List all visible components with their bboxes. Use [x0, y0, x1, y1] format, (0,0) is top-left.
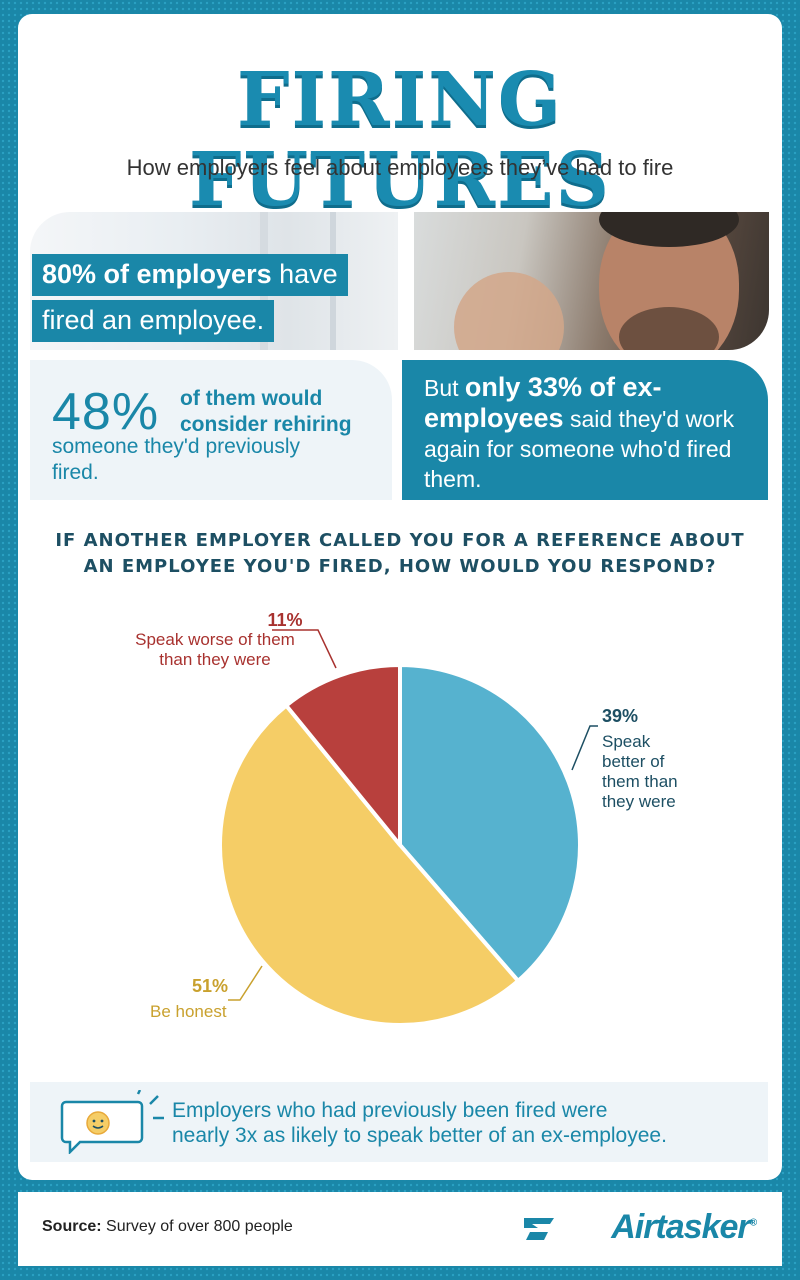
stat-rehire-side: of them would consider rehiring	[180, 387, 352, 436]
pie-slice-worse	[284, 663, 402, 847]
label-better-line3: them than	[602, 772, 678, 791]
source-text: Survey of over 800 people	[101, 1218, 293, 1235]
label-better-line4: they were	[602, 792, 676, 811]
page-title: FIRING FUTURES	[188, 57, 611, 223]
stat-fired-80: 80% of employers have fired an employee.	[32, 254, 348, 346]
airtasker-logo-text: Airtasker®	[611, 1208, 757, 1247]
question-line2: AN EMPLOYEE YOU'D FIRED, HOW WOULD YOU R…	[83, 556, 717, 577]
label-worse-line2: than they were	[159, 650, 271, 669]
fact-message: Employers who had previously been fired …	[172, 1098, 762, 1148]
source-label: Source:	[42, 1218, 102, 1235]
stat-rehire-percent: 48%	[52, 383, 160, 441]
stat-fired-rest: have	[271, 259, 338, 289]
stat-fired-bold: 80% of employers	[42, 259, 272, 289]
label-better-percent: 39%	[602, 706, 639, 726]
footer: Source: Survey of over 800 people Airtas…	[18, 1192, 782, 1266]
leader-line-better	[571, 725, 598, 771]
stat-ex-employees-text: But only 33% of ex-employees said they'd…	[424, 372, 764, 494]
stat-ex-rest: said they'd work again for someone who'd…	[424, 406, 735, 492]
label-better-line1: Speak	[602, 732, 651, 751]
fact-line1: Employers who had previously been fired …	[172, 1099, 608, 1122]
label-honest: 51% Be honest	[150, 976, 270, 1022]
smiley-speech-bubble-icon	[60, 1090, 164, 1154]
question-line1: IF ANOTHER EMPLOYER CALLED YOU FOR A REF…	[55, 530, 745, 551]
pie-slice-honest	[218, 703, 521, 1027]
page-subtitle: How employers feel about employees they’…	[126, 155, 674, 180]
stat-ex-employees-box: But only 33% of ex-employees said they'd…	[402, 360, 768, 500]
logo-word: Airtasker	[611, 1208, 750, 1246]
stat-fired-line2: fired an employee.	[32, 300, 275, 342]
fact-line2: nearly 3x as likely to speak better of a…	[172, 1124, 667, 1147]
source-note: Source: Survey of over 800 people	[42, 1218, 293, 1236]
stat-rehire-box: 48% of them would consider rehiring some…	[30, 360, 392, 500]
label-worse-line1: Speak worse of them	[135, 630, 295, 649]
label-better-line2: better of	[602, 752, 665, 771]
stat-rehire-rest: someone they'd previously fired.	[52, 435, 300, 484]
label-worse-percent: 11%	[267, 610, 303, 630]
label-honest-line1: Be honest	[150, 1002, 227, 1021]
logo-registered: ®	[749, 1217, 757, 1229]
label-better: 39% Speak better of them than they were	[602, 706, 752, 812]
pie-slice-better	[398, 663, 582, 983]
stat-ex-lead: But	[424, 375, 465, 401]
leader-line-honest	[228, 965, 263, 1001]
stat-fired-line1: 80% of employers have	[32, 254, 348, 296]
leader-line-worse	[272, 629, 337, 669]
airtasker-logo-icon	[524, 1218, 554, 1240]
chart-question: IF ANOTHER EMPLOYER CALLED YOU FOR A REF…	[18, 528, 782, 580]
label-worse: 11% Speak worse of them than they were	[100, 610, 330, 670]
fact-box: Employers who had previously been fired …	[30, 1082, 768, 1162]
stat-ex-bold: only 33% of ex-employees	[424, 372, 662, 433]
photo-two-men	[414, 212, 769, 350]
label-honest-percent: 51%	[192, 976, 229, 996]
